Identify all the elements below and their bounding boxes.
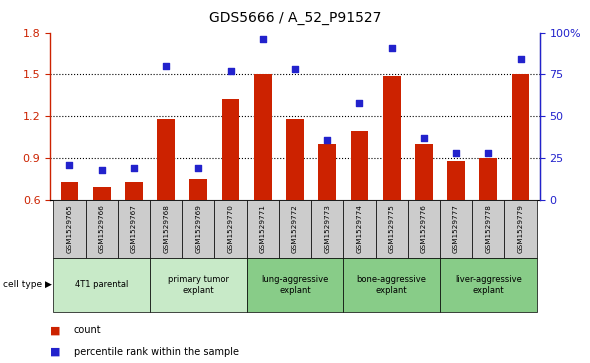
Bar bbox=[118, 200, 150, 258]
Text: cell type ▶: cell type ▶ bbox=[3, 281, 52, 289]
Text: GSM1529776: GSM1529776 bbox=[421, 204, 427, 253]
Bar bbox=[247, 200, 279, 258]
Bar bbox=[247, 258, 343, 312]
Text: primary tumor
explant: primary tumor explant bbox=[168, 275, 229, 295]
Bar bbox=[440, 200, 472, 258]
Bar bbox=[86, 200, 118, 258]
Text: GSM1529768: GSM1529768 bbox=[163, 204, 169, 253]
Bar bbox=[279, 200, 311, 258]
Point bbox=[516, 57, 525, 62]
Text: lung-aggressive
explant: lung-aggressive explant bbox=[261, 275, 329, 295]
Bar bbox=[189, 179, 207, 200]
Text: GSM1529774: GSM1529774 bbox=[356, 204, 362, 253]
Bar bbox=[254, 74, 271, 200]
Text: GSM1529777: GSM1529777 bbox=[453, 204, 459, 253]
Point bbox=[97, 167, 106, 172]
Bar bbox=[158, 119, 175, 200]
Bar bbox=[447, 161, 465, 200]
Point bbox=[355, 100, 364, 106]
Text: GSM1529779: GSM1529779 bbox=[517, 204, 523, 253]
Point bbox=[226, 68, 235, 74]
Text: GSM1529773: GSM1529773 bbox=[324, 204, 330, 253]
Text: ■: ■ bbox=[50, 347, 61, 357]
Point bbox=[484, 150, 493, 156]
Bar bbox=[440, 258, 537, 312]
Text: GSM1529775: GSM1529775 bbox=[389, 204, 395, 253]
Text: ■: ■ bbox=[50, 325, 61, 335]
Text: GSM1529772: GSM1529772 bbox=[292, 204, 298, 253]
Text: GSM1529767: GSM1529767 bbox=[131, 204, 137, 253]
Point bbox=[129, 165, 139, 171]
Bar bbox=[150, 258, 247, 312]
Point bbox=[451, 150, 461, 156]
Text: GSM1529770: GSM1529770 bbox=[228, 204, 234, 253]
Text: GDS5666 / A_52_P91527: GDS5666 / A_52_P91527 bbox=[209, 11, 381, 25]
Point bbox=[65, 162, 74, 167]
Bar bbox=[53, 258, 150, 312]
Bar bbox=[214, 200, 247, 258]
Bar bbox=[376, 200, 408, 258]
Bar bbox=[504, 200, 537, 258]
Point bbox=[162, 63, 171, 69]
Point bbox=[323, 136, 332, 142]
Point bbox=[290, 66, 300, 72]
Bar bbox=[408, 200, 440, 258]
Point bbox=[419, 135, 428, 141]
Text: 4T1 parental: 4T1 parental bbox=[75, 281, 129, 289]
Bar bbox=[125, 182, 143, 200]
Bar bbox=[286, 119, 304, 200]
Text: liver-aggressive
explant: liver-aggressive explant bbox=[455, 275, 522, 295]
Text: percentile rank within the sample: percentile rank within the sample bbox=[74, 347, 239, 357]
Bar bbox=[512, 74, 529, 200]
Bar bbox=[383, 76, 401, 200]
Bar bbox=[222, 99, 240, 200]
Bar bbox=[311, 200, 343, 258]
Bar bbox=[150, 200, 182, 258]
Bar bbox=[480, 158, 497, 200]
Text: bone-aggressive
explant: bone-aggressive explant bbox=[356, 275, 427, 295]
Text: GSM1529778: GSM1529778 bbox=[486, 204, 491, 253]
Bar bbox=[61, 182, 78, 200]
Text: GSM1529769: GSM1529769 bbox=[195, 204, 201, 253]
Point bbox=[194, 165, 203, 171]
Point bbox=[258, 36, 267, 42]
Bar bbox=[319, 144, 336, 200]
Bar bbox=[472, 200, 504, 258]
Bar bbox=[93, 187, 110, 200]
Bar bbox=[343, 258, 440, 312]
Text: GSM1529765: GSM1529765 bbox=[67, 204, 73, 253]
Text: GSM1529771: GSM1529771 bbox=[260, 204, 266, 253]
Bar bbox=[343, 200, 376, 258]
Bar bbox=[53, 200, 86, 258]
Text: GSM1529766: GSM1529766 bbox=[99, 204, 104, 253]
Bar bbox=[182, 200, 214, 258]
Text: count: count bbox=[74, 325, 101, 335]
Bar bbox=[350, 131, 368, 200]
Point bbox=[387, 45, 396, 50]
Bar bbox=[415, 144, 432, 200]
